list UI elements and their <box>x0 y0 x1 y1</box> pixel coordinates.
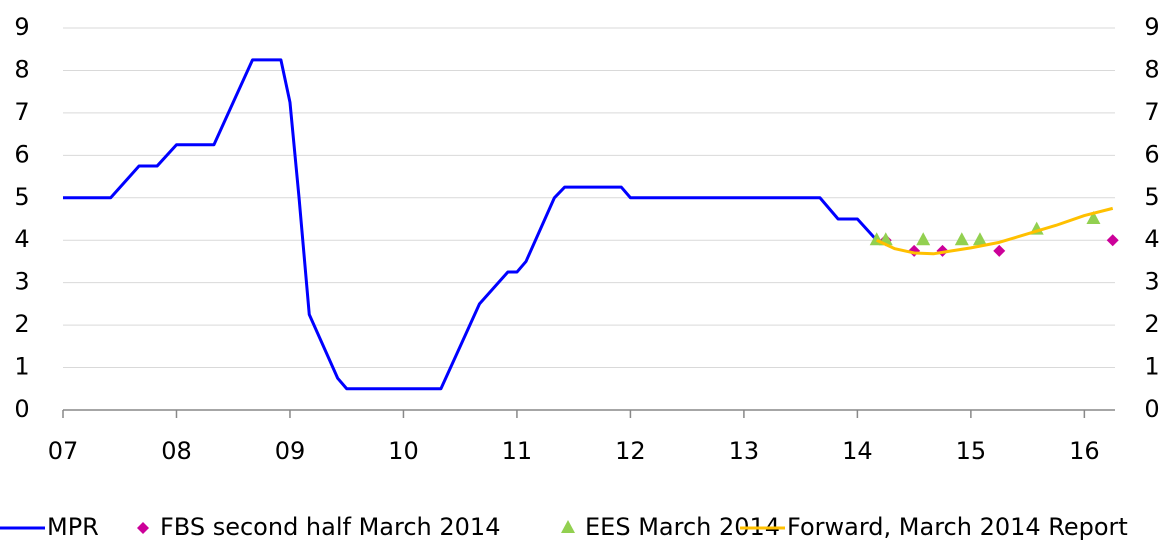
series-line <box>876 206 1114 256</box>
y2-tick-label: 9 <box>1144 13 1159 41</box>
triangle-point <box>1086 211 1101 224</box>
x-tick-label: 08 <box>161 437 192 465</box>
y2-tick-label: 7 <box>1144 98 1159 126</box>
y-tick-label: 5 <box>14 183 29 211</box>
legend-label: FBS second half March 2014 <box>160 513 500 541</box>
y-tick-label: 9 <box>14 13 29 41</box>
triangle-point <box>916 232 931 246</box>
triangle-point <box>972 232 987 246</box>
y2-tick-label: 8 <box>1144 55 1159 83</box>
y2-tick-label: 2 <box>1144 310 1159 338</box>
y2-tick-label: 3 <box>1144 268 1159 296</box>
y2-tick-label: 0 <box>1144 395 1159 423</box>
diamond-point <box>908 244 921 257</box>
x-tick-label: 07 <box>48 437 79 465</box>
x-tick-label: 13 <box>729 437 760 465</box>
diamond-point <box>993 244 1006 257</box>
y-tick-label: 1 <box>14 353 29 381</box>
x-tick-label: 10 <box>388 437 419 465</box>
y2-tick-label: 6 <box>1144 140 1159 168</box>
y-tick-label: 4 <box>14 225 29 253</box>
y-tick-label: 8 <box>14 55 29 83</box>
x-tick-label: 11 <box>502 437 533 465</box>
x-tick-label: 12 <box>615 437 646 465</box>
y-tick-label: 7 <box>14 98 29 126</box>
x-tick-label: 15 <box>956 437 987 465</box>
y2-tick-label: 1 <box>1144 353 1159 381</box>
diamond-point <box>137 522 149 534</box>
y2-tick-label: 5 <box>1144 183 1159 211</box>
triangle-point <box>561 520 575 533</box>
triangle-point <box>954 232 969 246</box>
y2-tick-label: 4 <box>1144 225 1159 253</box>
series-line <box>63 58 878 391</box>
y-tick-label: 6 <box>14 140 29 168</box>
x-tick-label: 09 <box>275 437 306 465</box>
x-tick-label: 16 <box>1069 437 1100 465</box>
legend-label: Forward, March 2014 Report <box>787 513 1128 541</box>
y-tick-label: 0 <box>14 395 29 423</box>
y-tick-label: 2 <box>14 310 29 338</box>
y-tick-label: 3 <box>14 268 29 296</box>
legend-label: MPR <box>47 513 99 541</box>
x-tick-label: 14 <box>842 437 873 465</box>
diamond-point <box>1106 234 1119 247</box>
